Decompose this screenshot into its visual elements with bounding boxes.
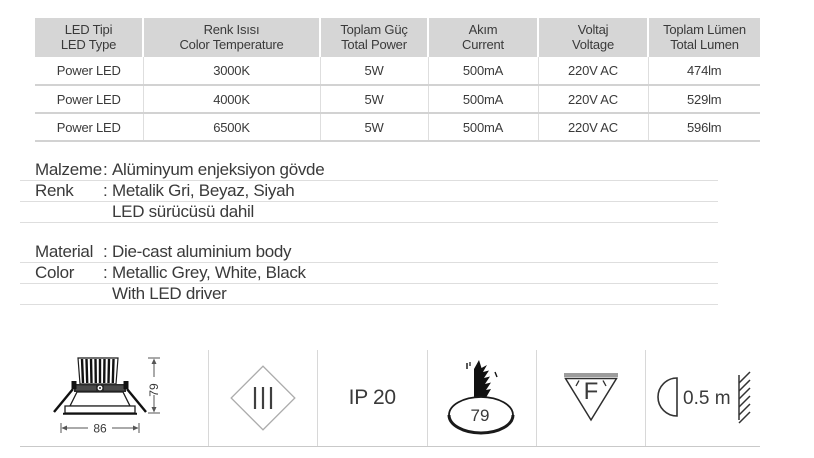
recessed-mount-cell: [208, 350, 317, 446]
dimension-drawing-cell: 79 86: [20, 350, 208, 446]
min-distance-label: 0.5 m: [683, 388, 731, 409]
col-header-color-temperature: Renk Isısı Color Temperature: [142, 18, 320, 57]
col-header-tr: LED Tipi: [64, 22, 113, 37]
spec-separator: :: [103, 242, 108, 261]
wall-hatch-icon: [738, 371, 751, 424]
spec-value: With LED driver: [112, 284, 227, 303]
cell-voltage: 220V AC: [537, 57, 648, 86]
cell-led-type: Power LED: [35, 85, 143, 114]
table-row: Power LED 6500K 5W 500mA 220V AC 596lm: [35, 113, 760, 142]
table-header-row: LED Tipi LED Type Renk Isısı Color Tempe…: [35, 18, 760, 57]
icon-strip: 79 86: [20, 350, 760, 447]
height-dimension-label: 79: [147, 383, 161, 397]
cell-total-lumen: 596lm: [647, 113, 760, 142]
col-header-en: Total Lumen: [670, 37, 739, 52]
col-header-tr: Voltaj: [577, 22, 609, 37]
cell-voltage: 220V AC: [537, 85, 648, 114]
downlight-section-drawing-icon: 79 86: [52, 354, 176, 442]
cutout-diameter-cell: 79: [426, 350, 537, 446]
f-mark-label: F: [583, 378, 598, 405]
col-header-total-power: Toplam Güç Total Power: [319, 18, 428, 57]
spec-separator: :: [103, 160, 108, 179]
spec-row-led-driver-tr: LED sürücüsü dahil: [20, 202, 718, 223]
col-header-tr: Renk Isısı: [203, 22, 260, 37]
min-distance-icon: 0.5 m: [652, 367, 754, 429]
recessed-mount-diamond-icon: [227, 362, 299, 434]
col-header-tr: Akım: [468, 22, 498, 37]
min-distance-cell: 0.5 m: [644, 350, 760, 446]
col-header-en: LED Type: [60, 37, 117, 52]
cell-current: 500mA: [427, 113, 538, 142]
spec-separator: :: [103, 181, 108, 200]
col-header-led-type: LED Tipi LED Type: [35, 18, 143, 57]
cell-current: 500mA: [427, 57, 538, 86]
cell-voltage: 220V AC: [537, 113, 648, 142]
spec-label: [20, 202, 103, 222]
cell-led-type: Power LED: [35, 57, 143, 86]
col-header-en: Current: [462, 37, 504, 52]
cell-color-temperature: 6500K: [142, 113, 320, 142]
spec-row-color: Color: Metallic Grey, White, Black: [20, 263, 718, 284]
col-header-voltage: Voltaj Voltage: [537, 18, 648, 57]
spec-row-malzeme: Malzeme: Alüminyum enjeksiyon gövde: [20, 160, 718, 181]
specs-english: Material: Die-cast aluminium body Color: M…: [20, 242, 718, 305]
spec-label: Malzeme: [35, 160, 102, 179]
cell-color-temperature: 4000K: [142, 85, 320, 114]
spec-value: Metallic Grey, White, Black: [112, 263, 306, 282]
table-row: Power LED 4000K 5W 500mA 220V AC 529lm: [35, 85, 760, 114]
cell-total-power: 5W: [319, 85, 428, 114]
parameter-table: LED Tipi LED Type Renk Isısı Color Tempe…: [35, 18, 760, 142]
col-header-en: Voltage: [572, 37, 614, 52]
col-header-tr: Toplam Güç: [340, 22, 408, 37]
spec-row-led-driver-en: With LED driver: [20, 284, 718, 305]
spec-value: Alüminyum enjeksiyon gövde: [112, 160, 325, 179]
cell-total-power: 5W: [319, 113, 428, 142]
col-header-total-lumen: Toplam Lümen Total Lumen: [647, 18, 760, 57]
col-header-en: Color Temperature: [179, 37, 284, 52]
spec-separator: :: [103, 263, 108, 282]
cell-total-power: 5W: [319, 57, 428, 86]
spec-value: Metalik Gri, Beyaz, Siyah: [112, 181, 295, 200]
cell-led-type: Power LED: [35, 113, 143, 142]
f-mark-triangle-icon: F: [562, 372, 620, 424]
col-header-en: Total Power: [341, 37, 407, 52]
spec-separator: [103, 284, 112, 304]
f-mark-cell: F: [536, 350, 645, 446]
ip-rating-cell: IP 20: [316, 350, 427, 446]
col-header-current: Akım Current: [427, 18, 538, 57]
spec-label: Renk: [35, 181, 74, 200]
cutout-diameter-icon: 79: [443, 357, 521, 439]
cell-current: 500mA: [427, 85, 538, 114]
cell-total-lumen: 529lm: [647, 85, 760, 114]
ip-rating-label: IP 20: [348, 386, 396, 409]
spec-label: Color: [35, 263, 75, 282]
specs-turkish: Malzeme: Alüminyum enjeksiyon gövde Renk:…: [20, 160, 718, 223]
col-header-tr: Toplam Lümen: [663, 22, 746, 37]
spec-label: Material: [35, 242, 94, 261]
spec-value: LED sürücüsü dahil: [112, 202, 255, 221]
spec-row-material: Material: Die-cast aluminium body: [20, 242, 718, 263]
cell-total-lumen: 474lm: [647, 57, 760, 86]
spec-row-renk: Renk: Metalik Gri, Beyaz, Siyah: [20, 181, 718, 202]
spec-separator: [103, 202, 112, 222]
cutout-diameter-label: 79: [470, 406, 489, 425]
cell-color-temperature: 3000K: [142, 57, 320, 86]
width-dimension-label: 86: [94, 422, 108, 436]
table-row: Power LED 3000K 5W 500mA 220V AC 474lm: [35, 57, 760, 86]
spec-label: [20, 284, 103, 304]
spec-value: Die-cast aluminium body: [112, 242, 292, 261]
